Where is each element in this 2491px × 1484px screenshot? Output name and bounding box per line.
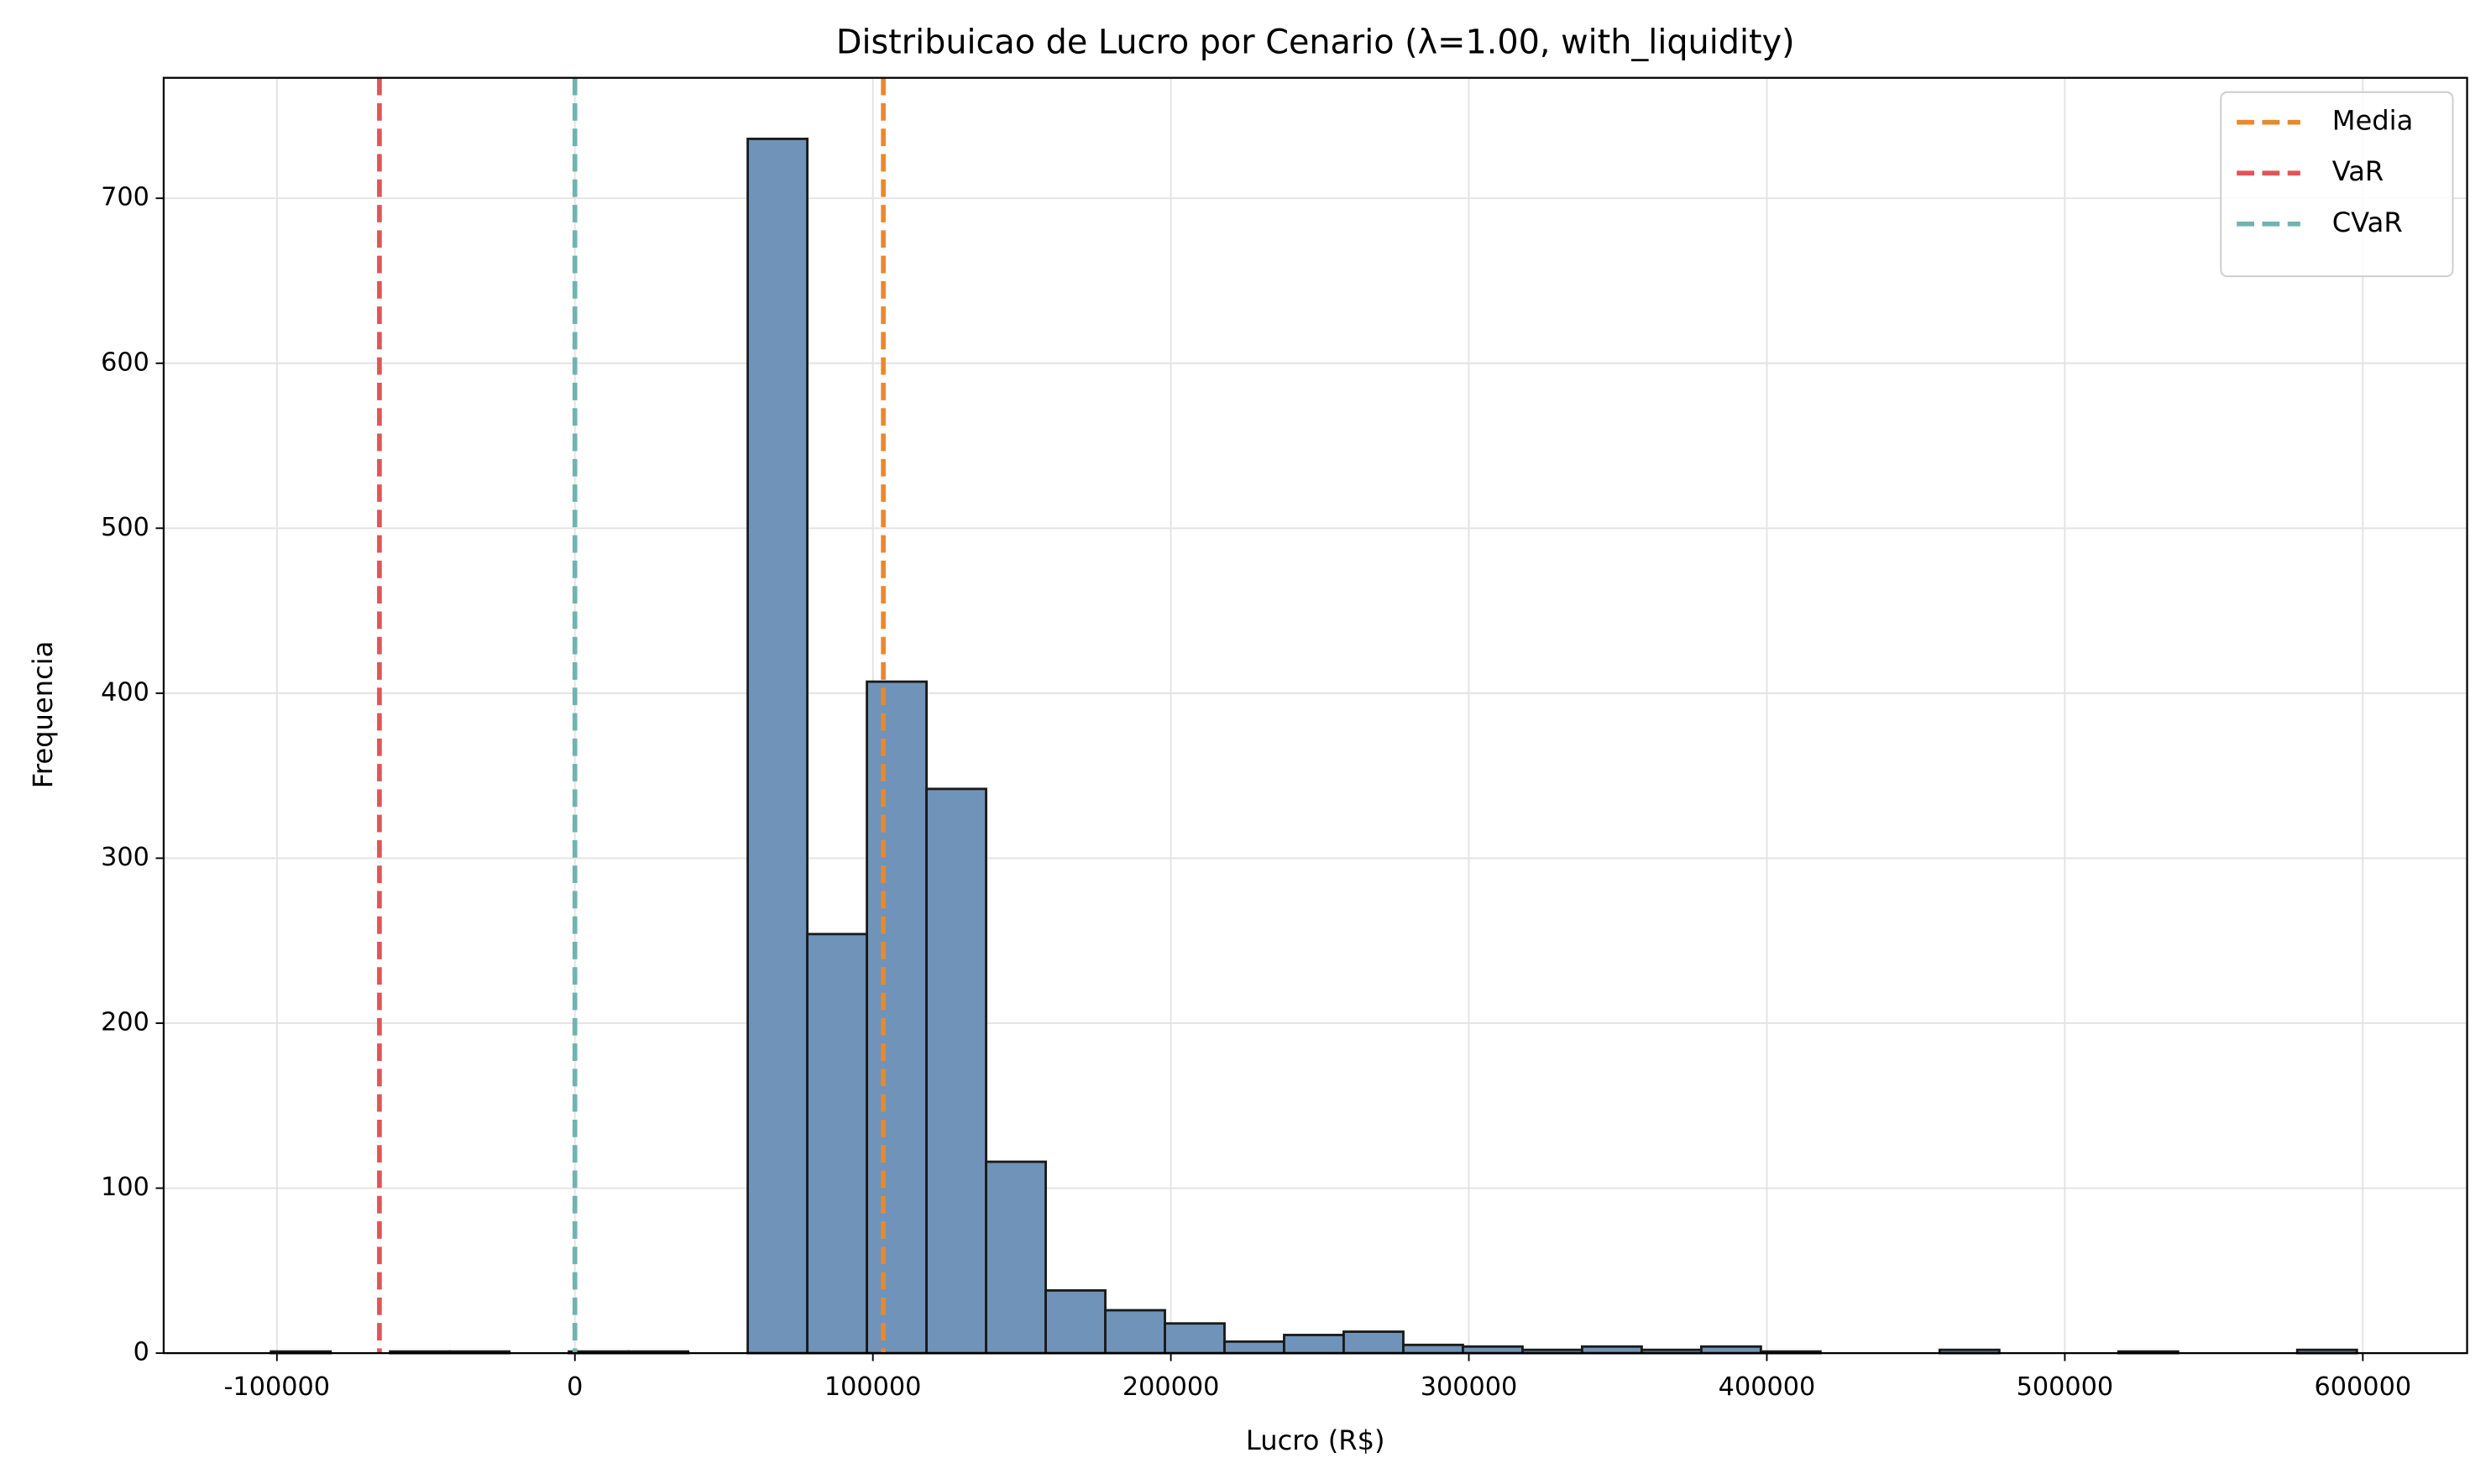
x-tick-label: 0	[567, 1372, 583, 1402]
y-tick-label: 400	[101, 677, 149, 707]
plot-frame	[162, 76, 2468, 1355]
bar	[1462, 1345, 1524, 1355]
legend-label: CVaR	[2332, 206, 2403, 238]
bar	[1699, 1345, 1762, 1355]
x-tick-label: 500000	[2017, 1372, 2114, 1402]
bar	[1223, 1340, 1285, 1355]
y-tick-label: 0	[133, 1338, 149, 1367]
x-tick-label: 100000	[824, 1372, 922, 1402]
bar	[1402, 1343, 1464, 1355]
x-axis-label: Lucro (R$)	[1246, 1424, 1385, 1456]
bar	[925, 787, 987, 1355]
y-tick-label: 600	[101, 347, 149, 377]
bar	[1164, 1322, 1226, 1355]
y-tick-label: 300	[101, 843, 149, 872]
chart-title: Distribuicao de Lucro por Cenario (λ=1.0…	[836, 23, 1795, 61]
bar	[985, 1160, 1047, 1355]
bar	[1104, 1309, 1166, 1355]
y-tick-label: 700	[101, 183, 149, 212]
bar	[1283, 1334, 1345, 1355]
legend-label: VaR	[2332, 155, 2384, 187]
legend: Media VaR CVaR	[2220, 91, 2454, 278]
bar	[866, 680, 928, 1355]
legend-box	[2220, 91, 2454, 278]
x-tick-label: 400000	[1719, 1372, 1816, 1402]
bar	[1580, 1345, 1643, 1355]
x-tick-label: -100000	[224, 1372, 330, 1402]
y-tick-label: 200	[101, 1007, 149, 1037]
y-tick-label: 100	[101, 1173, 149, 1202]
bar	[1342, 1330, 1405, 1355]
bar	[746, 138, 809, 1355]
bar	[806, 933, 869, 1355]
y-axis-label: Frequencia	[27, 641, 59, 789]
x-tick-label: 600000	[2315, 1372, 2412, 1402]
bar	[1044, 1288, 1107, 1355]
x-tick-label: 200000	[1123, 1372, 1220, 1402]
y-tick-label: 500	[101, 513, 149, 542]
legend-label: Media	[2332, 105, 2414, 137]
x-tick-label: 300000	[1421, 1372, 1518, 1402]
